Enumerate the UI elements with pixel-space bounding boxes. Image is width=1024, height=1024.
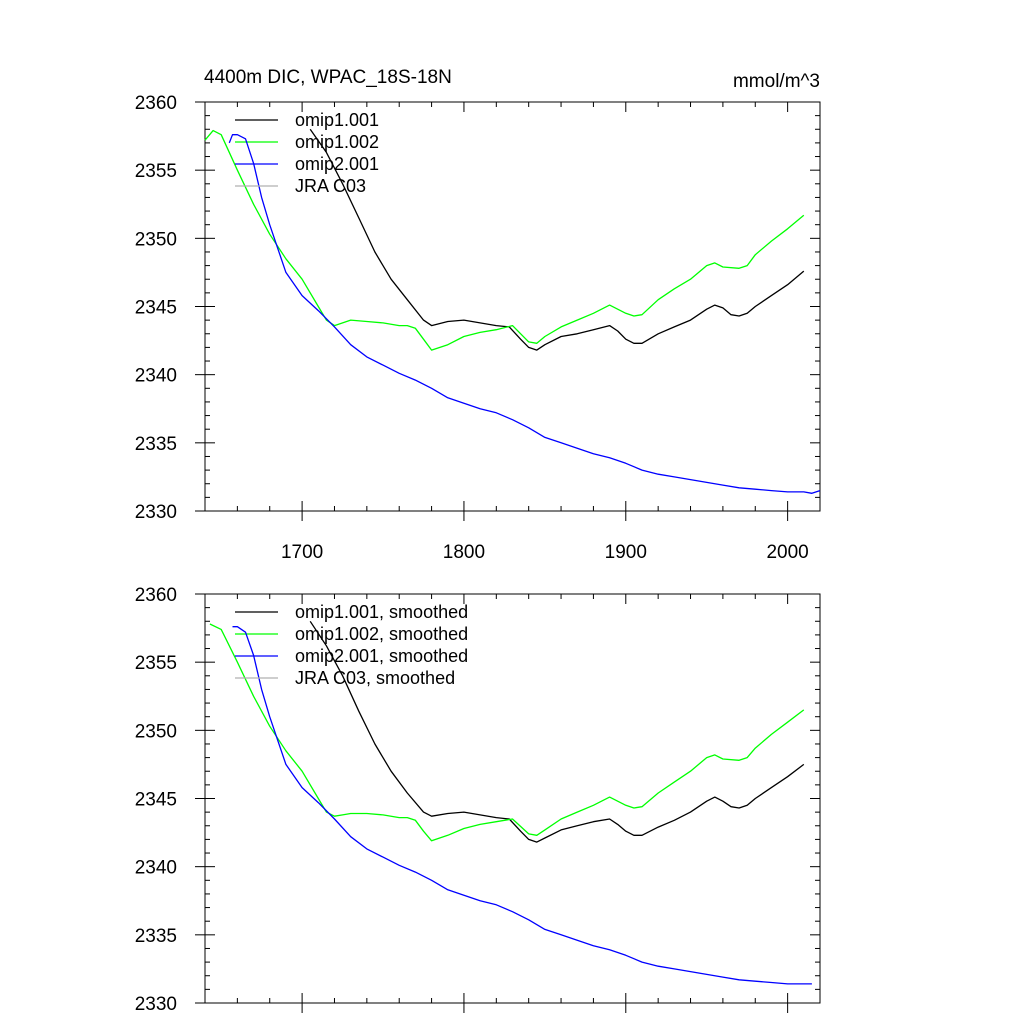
legend-label: omip2.001, smoothed [295,646,468,666]
bottom-panel: 2330 2335 2340 2345 2350 2355 2360 omip1.001, s… [135,585,821,1015]
y-tick-label: 2335 [135,434,177,455]
y-tick-label: 2335 [135,926,177,947]
legend-label: JRA C03, smoothed [295,668,455,688]
legend-label: omip1.001, smoothed [295,602,468,622]
series-line-1 [209,623,805,842]
y-tick-label: 2340 [135,858,177,879]
y-tick-label: 2360 [135,93,177,114]
y-tick-label: 2340 [135,366,177,387]
y-tick-label: 2360 [135,585,177,606]
y-tick-label: 2345 [135,298,177,319]
y-tick-label: 2350 [135,229,177,250]
legend-label: omip1.002, smoothed [295,624,468,644]
series-line-0 [309,128,805,351]
legend-label: omip2.001 [295,154,379,174]
y-tick-label: 2330 [135,994,177,1015]
y-tick-label: 2345 [135,790,177,811]
series-line-1 [204,129,805,351]
legend-label: omip1.002 [295,132,379,152]
y-tick-label: 2350 [135,721,177,742]
units-label: mmol/m^3 [733,71,820,92]
x-tick-label: 2000 [766,542,808,563]
x-tick-label: 1700 [281,542,323,563]
top-panel: 1700 1800 1900 2000 2330 2335 2340 2345 2350 2355… [135,93,821,563]
x-tick-label: 1800 [443,542,485,563]
series-line-0 [309,620,805,843]
series-line-2 [228,134,821,494]
y-tick-label: 2355 [135,161,177,182]
legend-label: JRA C03 [295,176,366,196]
y-tick-label: 2355 [135,653,177,674]
figure-title: 4400m DIC, WPAC_18S-18N [204,67,452,88]
y-tick-label: 2330 [135,502,177,523]
series-line-2 [232,626,812,985]
legend-label: omip1.001 [295,110,379,130]
x-tick-label: 1900 [605,542,647,563]
